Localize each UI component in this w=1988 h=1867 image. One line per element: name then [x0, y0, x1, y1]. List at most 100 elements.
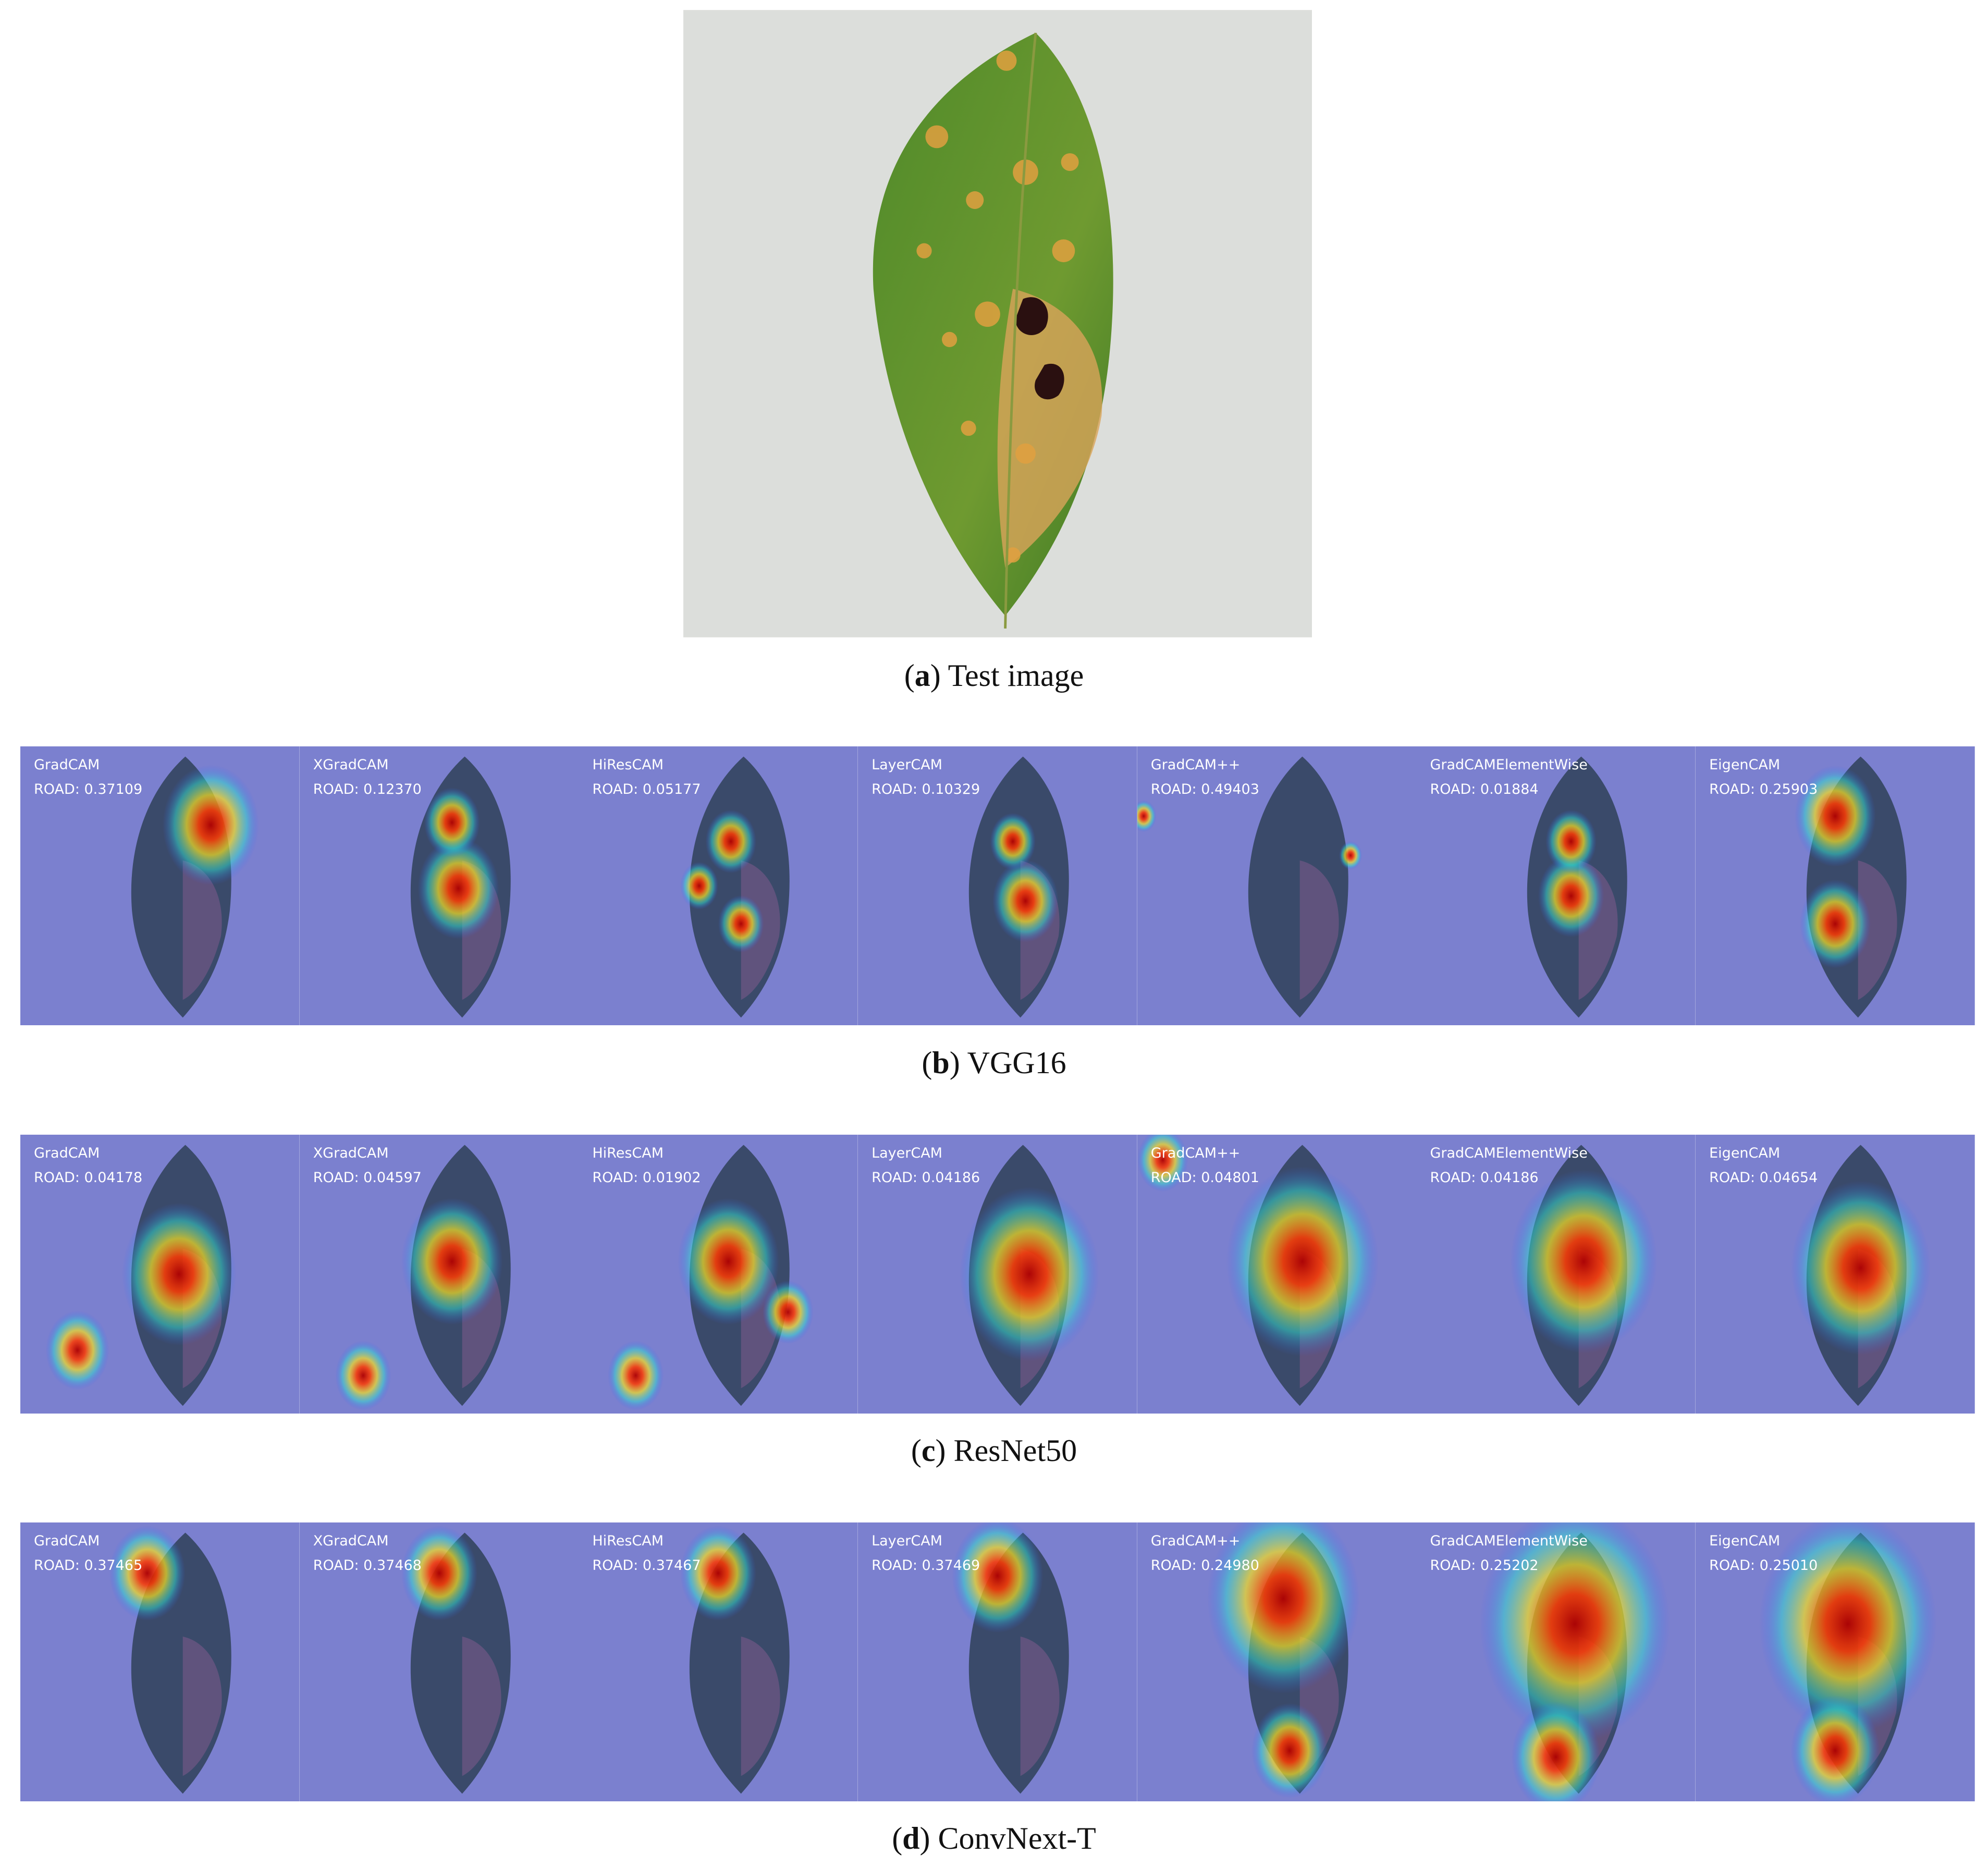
- heat-spot: [1799, 879, 1871, 968]
- caption: (b) VGG16: [0, 1045, 1988, 1081]
- heat-spot: [424, 788, 480, 857]
- heatmap-row: GradCAM ROAD: 0.04178 XGradCAM ROAD: 0.0459…: [20, 1135, 1975, 1414]
- heatmap-image: [858, 1522, 1137, 1801]
- heatmap-panel: GradCAM++ ROAD: 0.24980: [1137, 1522, 1417, 1801]
- method-name: GradCAM++: [1150, 1145, 1241, 1161]
- heatmap-image: [858, 1135, 1137, 1414]
- heatmap-panel: LayerCAM ROAD: 0.10329: [858, 746, 1137, 1025]
- caption-text: ) ResNet50: [935, 1433, 1077, 1468]
- heatmap-panel: GradCAMElementWise ROAD: 0.25202: [1416, 1522, 1696, 1801]
- heatmap-panel: HiResCAM ROAD: 0.37467: [579, 1522, 858, 1801]
- lesion: [1020, 1636, 1060, 1776]
- method-name: LayerCAM: [872, 757, 942, 773]
- heat-spot: [952, 1522, 1044, 1633]
- heatmap-image: [858, 746, 1137, 1025]
- heatmap-panel: GradCAM ROAD: 0.37465: [20, 1522, 300, 1801]
- road-score: ROAD: 0.10329: [872, 781, 980, 797]
- heatmap-image: [20, 1135, 300, 1414]
- heatmap-image: [1696, 746, 1975, 1025]
- lesion: [462, 1636, 501, 1776]
- road-score: ROAD: 0.49403: [1150, 781, 1259, 797]
- heatmap-row: GradCAM ROAD: 0.37465 XGradCAM ROAD: 0.3746…: [20, 1522, 1975, 1801]
- lesion: [182, 860, 222, 1000]
- heat-spot: [1759, 1522, 1937, 1735]
- heatmap-image: [1137, 1522, 1417, 1801]
- heatmap-panel: HiResCAM ROAD: 0.05177: [579, 746, 858, 1025]
- caption: (c) ResNet50: [0, 1433, 1988, 1469]
- road-score: ROAD: 0.25010: [1709, 1557, 1818, 1574]
- lesion: [182, 1636, 222, 1776]
- caption-label: b: [932, 1046, 950, 1080]
- method-name: EigenCAM: [1709, 757, 1781, 773]
- heatmap-image: [20, 746, 300, 1025]
- road-score: ROAD: 0.37468: [313, 1557, 422, 1574]
- caption-label: d: [902, 1821, 920, 1856]
- heatmap-image: [299, 746, 579, 1025]
- method-name: XGradCAM: [313, 1145, 389, 1161]
- road-score: ROAD: 0.37465: [34, 1557, 143, 1574]
- heatmap-panel: GradCAMElementWise ROAD: 0.01884: [1416, 746, 1696, 1025]
- heat-spot: [109, 1526, 186, 1621]
- heat-spot: [401, 1198, 503, 1325]
- heatmap-panel: EigenCAM ROAD: 0.25010: [1696, 1522, 1975, 1801]
- heatmap-panel: XGradCAM ROAD: 0.04597: [299, 1135, 579, 1414]
- heatmap-image: [1416, 746, 1696, 1025]
- road-score: ROAD: 0.01884: [1430, 781, 1539, 797]
- heatmap-panel: XGradCAM ROAD: 0.12370: [299, 746, 579, 1025]
- road-score: ROAD: 0.04186: [872, 1170, 980, 1186]
- caption-label: a: [914, 658, 930, 693]
- heat-spot: [335, 1341, 391, 1410]
- road-score: ROAD: 0.04178: [34, 1170, 143, 1186]
- road-score: ROAD: 0.25202: [1430, 1557, 1539, 1574]
- method-name: HiResCAM: [592, 757, 664, 773]
- heat-spot: [1480, 1522, 1671, 1743]
- heat-spot: [1137, 1135, 1188, 1192]
- heat-spot: [45, 1310, 109, 1390]
- method-name: GradCAM: [34, 1533, 100, 1549]
- method-name: GradCAMElementWise: [1430, 1145, 1588, 1161]
- heat-spot: [959, 1187, 1099, 1361]
- road-score: ROAD: 0.04801: [1150, 1170, 1259, 1186]
- heat-spot: [1510, 1169, 1658, 1354]
- heatmap-image: [1696, 1522, 1975, 1801]
- heatmap-image: [20, 1522, 300, 1801]
- heatmap-panel: LayerCAM ROAD: 0.37469: [858, 1522, 1137, 1801]
- heatmap-image: [1696, 1135, 1975, 1414]
- road-score: ROAD: 0.24980: [1150, 1557, 1259, 1574]
- road-score: ROAD: 0.37467: [592, 1557, 701, 1574]
- heat-spot: [763, 1280, 814, 1344]
- caption-before: (: [911, 1433, 922, 1468]
- road-score: ROAD: 0.37469: [872, 1557, 980, 1574]
- heat-spot: [680, 1526, 757, 1621]
- road-score: ROAD: 0.04186: [1430, 1170, 1539, 1186]
- heat-spot: [1545, 809, 1597, 874]
- caption-label: c: [921, 1433, 936, 1468]
- heatmap-panel: EigenCAM ROAD: 0.25903: [1696, 746, 1975, 1025]
- caption-text: ) ConvNext-T: [919, 1821, 1096, 1856]
- road-score: ROAD: 0.01902: [592, 1170, 701, 1186]
- heatmap-image: [1416, 1522, 1696, 1801]
- method-name: LayerCAM: [872, 1533, 942, 1549]
- heatmap-row: GradCAM ROAD: 0.37109 XGradCAM ROAD: 0.1237…: [20, 746, 1975, 1025]
- heat-spot: [418, 838, 499, 939]
- method-name: XGradCAM: [313, 1533, 389, 1549]
- method-name: GradCAMElementWise: [1430, 757, 1588, 773]
- heatmap-panel: GradCAM++ ROAD: 0.49403: [1137, 746, 1417, 1025]
- method-name: HiResCAM: [592, 1533, 664, 1549]
- caption-text: ) VGG16: [949, 1046, 1066, 1080]
- test-image: [683, 10, 1312, 637]
- method-name: GradCAM++: [1150, 1533, 1241, 1549]
- heat-spot: [992, 859, 1059, 942]
- caption-before: (: [922, 1046, 932, 1080]
- caption-before: (: [904, 658, 915, 693]
- heat-spot: [1339, 841, 1362, 870]
- heatmap-panel: GradCAM ROAD: 0.04178: [20, 1135, 300, 1414]
- heatmap-image: [299, 1135, 579, 1414]
- heatmap-image: [1416, 1135, 1696, 1414]
- heat-spot: [1538, 854, 1604, 937]
- heat-spot: [1226, 1166, 1379, 1357]
- heat-spot: [680, 862, 719, 910]
- heatmap-panel: GradCAMElementWise ROAD: 0.04186: [1416, 1135, 1696, 1414]
- heat-spot: [1795, 765, 1876, 867]
